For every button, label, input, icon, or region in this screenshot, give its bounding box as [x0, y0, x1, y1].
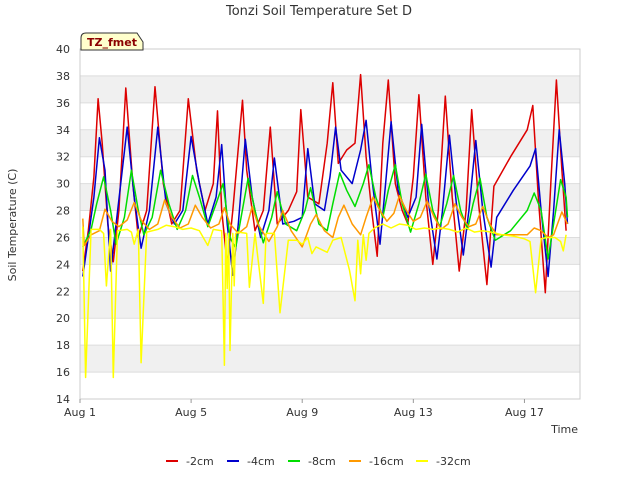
legend-label: -4cm	[247, 455, 275, 468]
chart-title: Tonzi Soil Temperature Set D	[225, 4, 412, 19]
legend-label: -8cm	[308, 455, 336, 468]
y-tick-label: 24	[56, 258, 70, 271]
x-tick-label: Aug 9	[286, 406, 318, 419]
y-tick-label: 14	[56, 393, 70, 406]
series-lines	[82, 73, 569, 379]
y-axis-label: Soil Temperature (C)	[6, 169, 19, 282]
y-tick-label: 38	[56, 70, 70, 83]
y-tick-label: 30	[56, 178, 70, 191]
y-tick-label: 26	[56, 231, 70, 244]
series-line-4cm	[82, 119, 569, 278]
site-tag-label: TZ_fmet	[87, 36, 137, 49]
x-tick-label: Aug 13	[394, 406, 433, 419]
site-tag-box	[80, 32, 144, 51]
legend-label: -2cm	[186, 455, 214, 468]
grid-band	[80, 75, 580, 103]
y-axis-ticks: 14 16 18 20 22 24 26 28 30 32 34 36 38 40	[56, 43, 70, 406]
x-tick-label: Aug 5	[175, 406, 207, 419]
y-tick-label: 40	[56, 43, 70, 56]
series-line-32cm	[82, 223, 567, 379]
legend-label: -16cm	[369, 455, 404, 468]
x-tick-label: Aug 1	[64, 406, 96, 419]
series-line-8cm	[82, 164, 569, 260]
y-tick-label: 32	[56, 151, 70, 164]
y-tick-label: 22	[56, 285, 70, 298]
grid-band	[80, 129, 580, 157]
y-tick-label: 34	[56, 124, 70, 137]
x-axis-ticks: Aug 1 Aug 5 Aug 9 Aug 13 Aug 17	[64, 399, 544, 419]
x-tick-label: Aug 17	[505, 406, 544, 419]
grid-band	[80, 291, 580, 319]
x-axis-label: Time	[550, 423, 578, 436]
grid-band	[80, 345, 580, 373]
grid-band	[80, 237, 580, 265]
plot-frame	[79, 48, 581, 400]
grid-band	[80, 183, 580, 211]
site-tag: TZ_fmet	[80, 32, 144, 51]
legend: -2cm -4cm -8cm -16cm -32cm	[166, 455, 471, 468]
y-tick-label: 36	[56, 97, 70, 110]
y-tick-label: 16	[56, 366, 70, 379]
y-tick-label: 20	[56, 312, 70, 325]
series-line-2cm	[82, 73, 567, 294]
legend-label: -32cm	[436, 455, 471, 468]
y-tick-label: 28	[56, 205, 70, 218]
y-tick-label: 18	[56, 339, 70, 352]
series-line-16cm	[82, 194, 569, 248]
plot-background	[80, 75, 580, 373]
